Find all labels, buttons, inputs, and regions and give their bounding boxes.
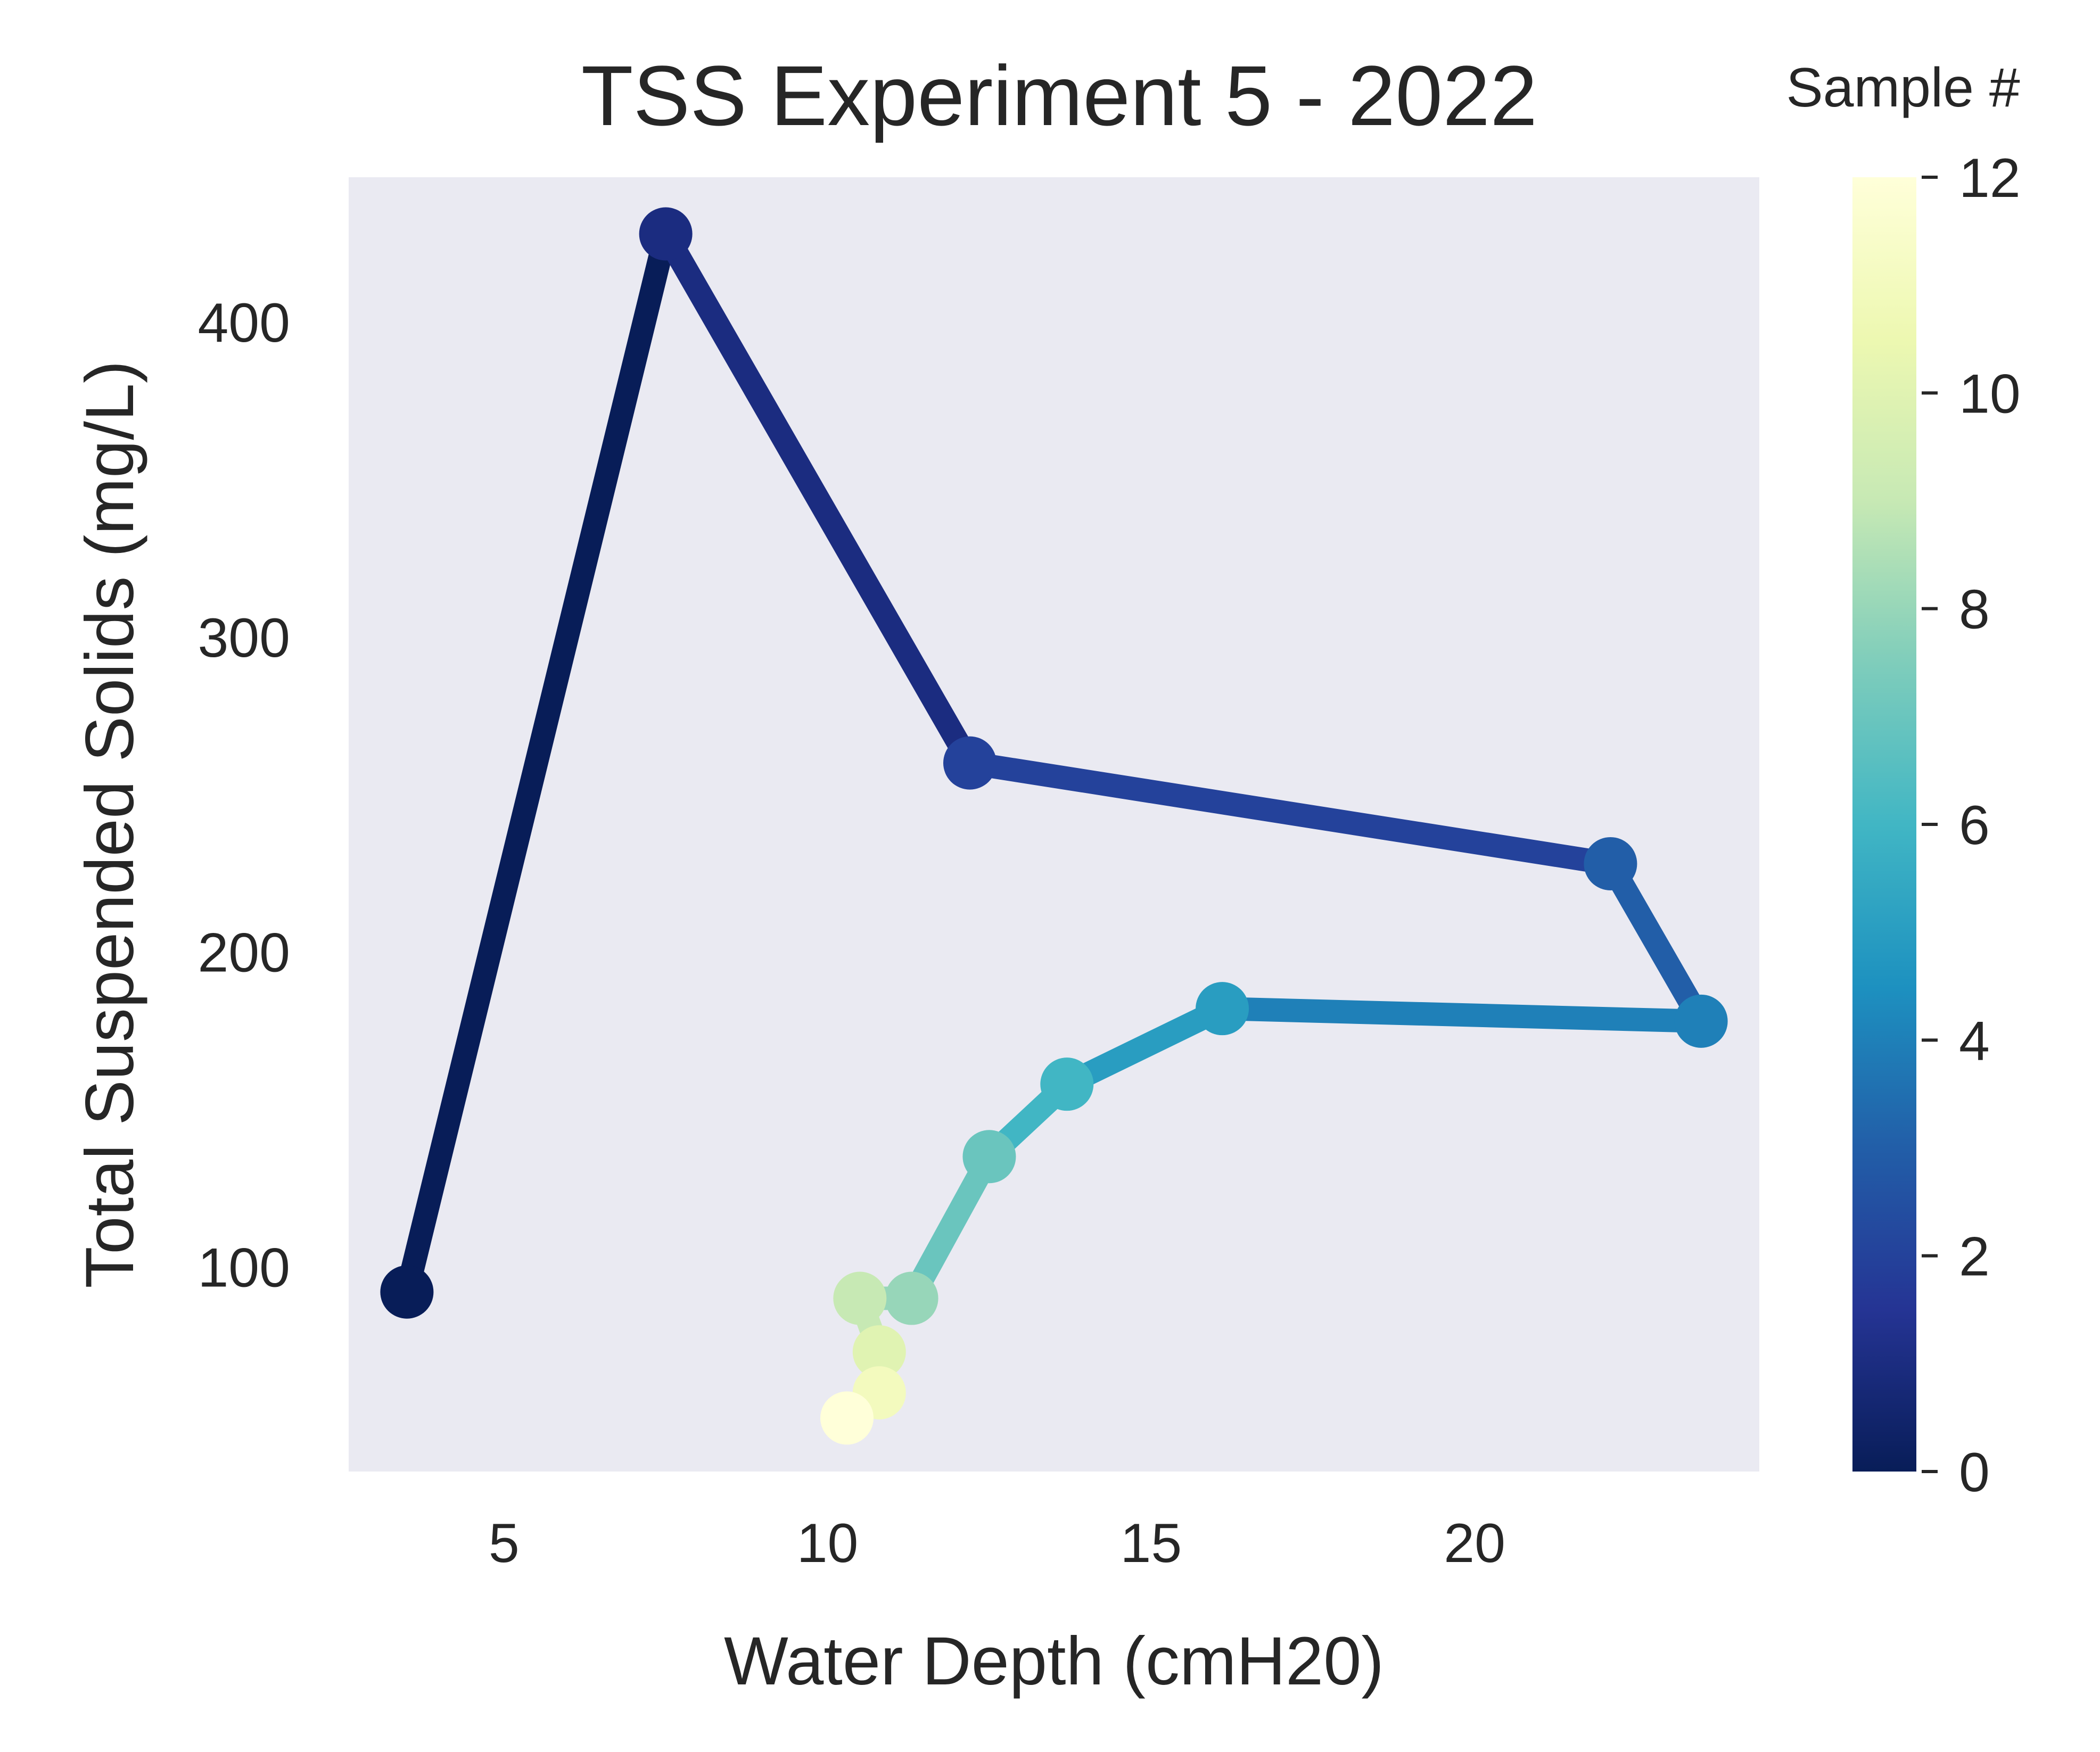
data-point: [852, 1325, 906, 1379]
y-tick-label: 300: [197, 607, 290, 669]
data-point: [962, 1130, 1016, 1184]
data-point: [1674, 994, 1728, 1048]
line-segment: [1222, 997, 1702, 1033]
data-point: [380, 1265, 434, 1319]
data-point: [1584, 837, 1637, 890]
data-point: [1196, 982, 1249, 1036]
y-axis-ticks: 100 200 300 400: [197, 292, 290, 1299]
line-segment: [1061, 998, 1228, 1095]
colorbar-tick-label: 0: [1959, 1442, 1990, 1503]
data-point: [833, 1271, 887, 1325]
colorbar-label: Sample #: [1786, 57, 2020, 119]
x-tick-label: 10: [797, 1513, 859, 1574]
colorbar-tick-label: 4: [1959, 1010, 1990, 1072]
colorbar-ticks: 0 2 4 6 8 10 12: [1922, 147, 2021, 1503]
y-axis-label: Total Suspended Solids (mg/L): [72, 360, 148, 1288]
x-axis-ticks: 5 10 15 20: [489, 1513, 1505, 1574]
colorbar-tick-label: 8: [1959, 579, 1990, 641]
x-tick-label: 20: [1444, 1513, 1505, 1574]
data-point: [1040, 1057, 1094, 1111]
series-markers: [380, 207, 1728, 1445]
y-tick-label: 200: [197, 922, 290, 984]
data-point: [820, 1391, 874, 1445]
data-point: [885, 1271, 938, 1325]
data-point: [639, 207, 693, 261]
y-tick-label: 400: [197, 292, 290, 354]
colorbar-tick-label: 10: [1959, 363, 2021, 425]
x-tick-label: 15: [1120, 1513, 1182, 1574]
plot-area: [349, 177, 1759, 1472]
y-tick-label: 100: [197, 1237, 290, 1299]
colorbar-tick-label: 6: [1959, 795, 1990, 856]
colorbar-tick-label: 12: [1959, 147, 2021, 209]
data-point: [943, 736, 997, 790]
x-tick-label: 5: [489, 1513, 520, 1574]
colorbar: [1852, 177, 1916, 1472]
line-segment: [1600, 857, 1711, 1027]
line-segment: [968, 751, 1612, 875]
line-segment: [655, 228, 981, 769]
chart-title: TSS Experiment 5 - 2022: [581, 48, 1537, 143]
line-segment: [901, 1151, 1000, 1304]
x-axis-label: Water Depth (cmH20): [724, 1623, 1384, 1699]
colorbar-tick-label: 2: [1959, 1226, 1990, 1288]
line-segment: [396, 231, 678, 1295]
